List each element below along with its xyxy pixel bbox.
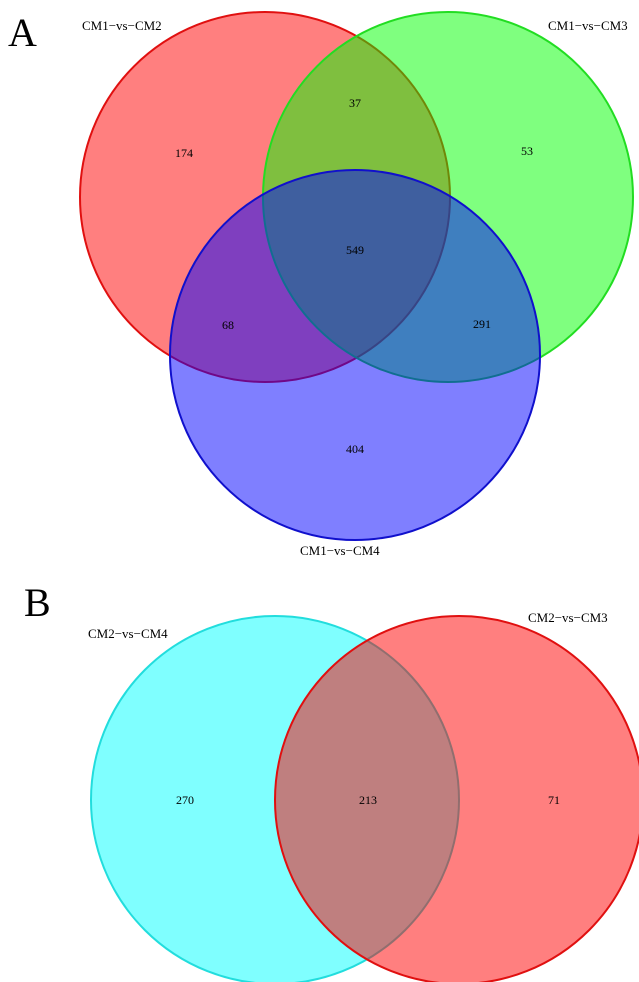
set-label-cm1-vs-cm3: CM1−vs−CM3 [548, 18, 628, 33]
set-label-cm2-vs-cm4: CM2−vs−CM4 [88, 626, 168, 641]
count-only-cm2-vs-cm3: 71 [548, 793, 560, 807]
panel-b-letter: B [24, 580, 51, 625]
count-only-cm2-vs-cm4: 270 [176, 793, 194, 807]
set-label-cm1-vs-cm4: CM1−vs−CM4 [300, 543, 380, 558]
count-only-cm1-vs-cm3: 53 [521, 144, 533, 158]
set-label-cm2-vs-cm3: CM2−vs−CM3 [528, 610, 608, 625]
count-only-cm1-vs-cm4: 404 [346, 442, 364, 456]
venn-circle-cm1-vs-cm4 [169, 169, 541, 541]
panel-a-letter: A [8, 10, 37, 55]
count-all-three: 549 [346, 243, 364, 257]
set-label-cm1-vs-cm2: CM1−vs−CM2 [82, 18, 162, 33]
panel-b: B CM2−vs−CM4 CM2−vs−CM3 270 213 71 [24, 580, 639, 982]
count-cm2-and-cm4: 68 [222, 318, 234, 332]
count-cm3-and-cm4: 291 [473, 317, 491, 331]
count-cm2-and-cm3: 37 [349, 96, 361, 110]
panel-a: A CM1−vs−CM2 CM1−vs−CM3 CM1−vs−CM4 174 3… [8, 10, 634, 558]
count-cm4-and-cm3: 213 [359, 793, 377, 807]
venn-circle-cm2-vs-cm3 [274, 615, 639, 982]
count-only-cm1-vs-cm2: 174 [175, 146, 193, 160]
